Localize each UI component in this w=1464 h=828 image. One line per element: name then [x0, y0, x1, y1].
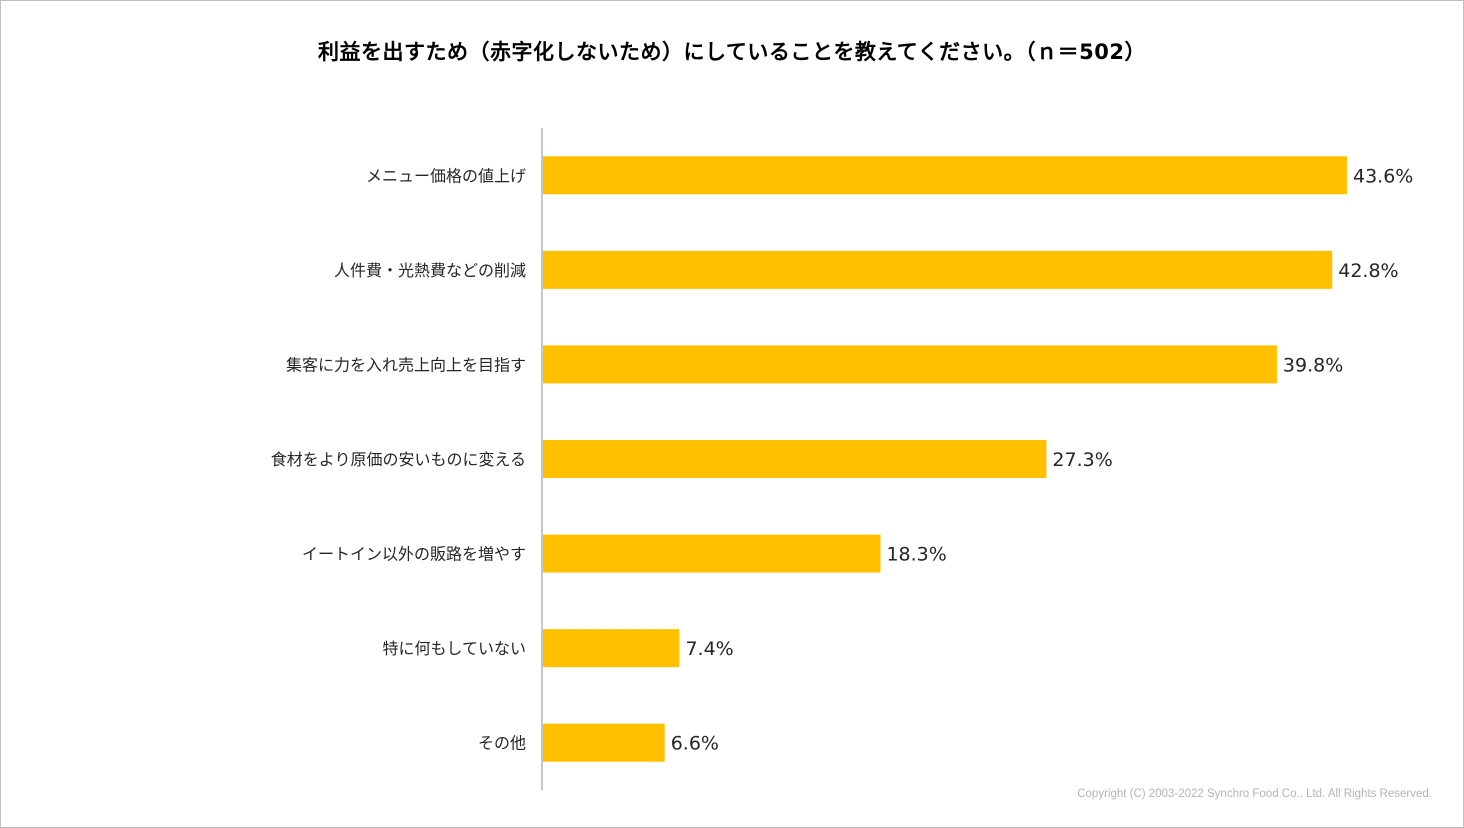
data-label: 43.6%	[1353, 165, 1413, 187]
copyright-text: Copyright (C) 2003-2022 Synchro Food Co.…	[1077, 788, 1432, 800]
category-label: 特に何もしていない	[382, 639, 526, 658]
data-label: 27.3%	[1052, 449, 1112, 471]
bar	[543, 250, 1333, 289]
data-label: 6.6%	[671, 733, 719, 755]
data-label: 39.8%	[1283, 354, 1343, 376]
category-label: 集客に力を入れ売上向上を目指す	[286, 355, 526, 374]
category-label: 食材をより原価の安いものに変える	[271, 450, 526, 469]
bar	[543, 534, 881, 573]
chart-title: 利益を出すため（赤字化しないため）にしていることを教えてください。（ｎ＝502）	[317, 40, 1147, 64]
data-label: 18.3%	[886, 544, 946, 566]
category-label: その他	[478, 734, 526, 753]
category-label: メニュー価格の値上げ	[366, 166, 526, 185]
bar	[543, 629, 680, 668]
bar	[543, 440, 1047, 478]
bar	[543, 156, 1347, 195]
bar	[543, 345, 1277, 384]
category-label: 人件費・光熱費などの削減	[334, 261, 526, 280]
bar	[543, 723, 665, 762]
category-label: イートイン以外の販路を増やす	[302, 545, 526, 564]
data-label: 7.4%	[685, 638, 733, 660]
data-label: 42.8%	[1338, 260, 1398, 282]
